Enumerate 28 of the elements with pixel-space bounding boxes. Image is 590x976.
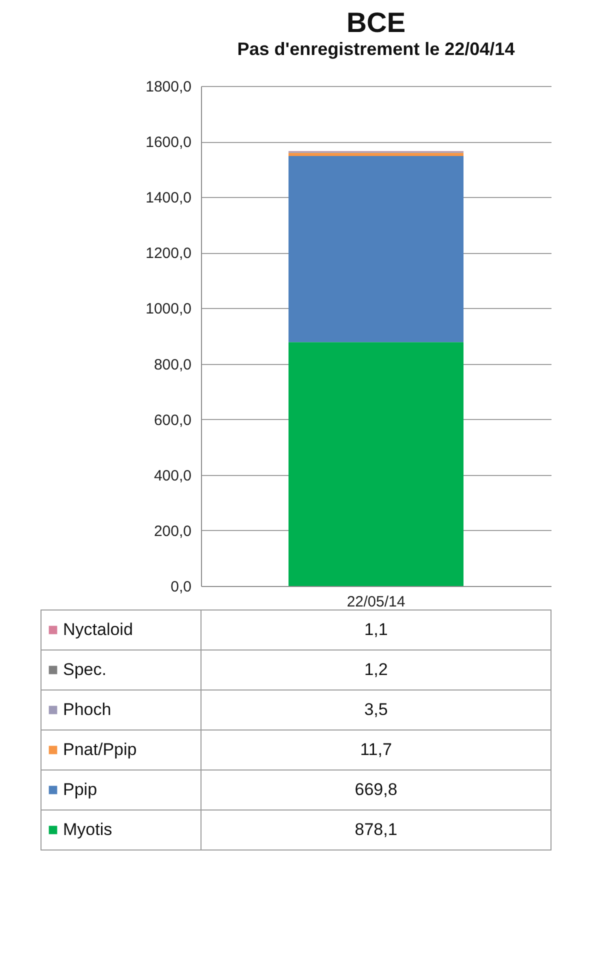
bar: [288, 156, 464, 342]
y-tick-label: 1400,0: [146, 190, 192, 207]
bar: [288, 342, 464, 586]
legend-label: Pnat/Ppip: [63, 740, 137, 759]
y-tick-label: 400,0: [154, 467, 192, 484]
text: 3,5: [364, 700, 388, 719]
y-tick-label: 600,0: [154, 412, 192, 429]
legend-label: Spec.: [63, 660, 106, 679]
y-tick-label: 1800,0: [146, 78, 192, 96]
legend-label: Myotis: [63, 820, 112, 839]
text: 669,8: [354, 780, 398, 799]
legend-label: Ppip: [63, 780, 98, 799]
y-tick-label: 0,0: [170, 578, 192, 596]
chart-subtitle: Pas d'enregistrement le 22/04/14: [237, 39, 515, 59]
text: 1,1: [364, 620, 388, 639]
bar: [288, 152, 464, 156]
chart-title: BCE: [346, 7, 406, 38]
text: 11,7: [360, 740, 392, 759]
text: 878,1: [354, 820, 398, 839]
y-tick-label: 1600,0: [146, 134, 192, 152]
y-tick-label: 800,0: [154, 356, 192, 374]
y-tick-label: 1200,0: [146, 245, 192, 262]
text: 1,2: [364, 660, 388, 679]
legend-label: Nyctaloid: [63, 620, 133, 639]
x-tick-label: 22/05/14: [346, 594, 406, 610]
legend-label: Phoch: [63, 700, 112, 719]
y-tick-label: 1000,0: [146, 300, 192, 318]
y-tick-label: 200,0: [154, 522, 192, 540]
